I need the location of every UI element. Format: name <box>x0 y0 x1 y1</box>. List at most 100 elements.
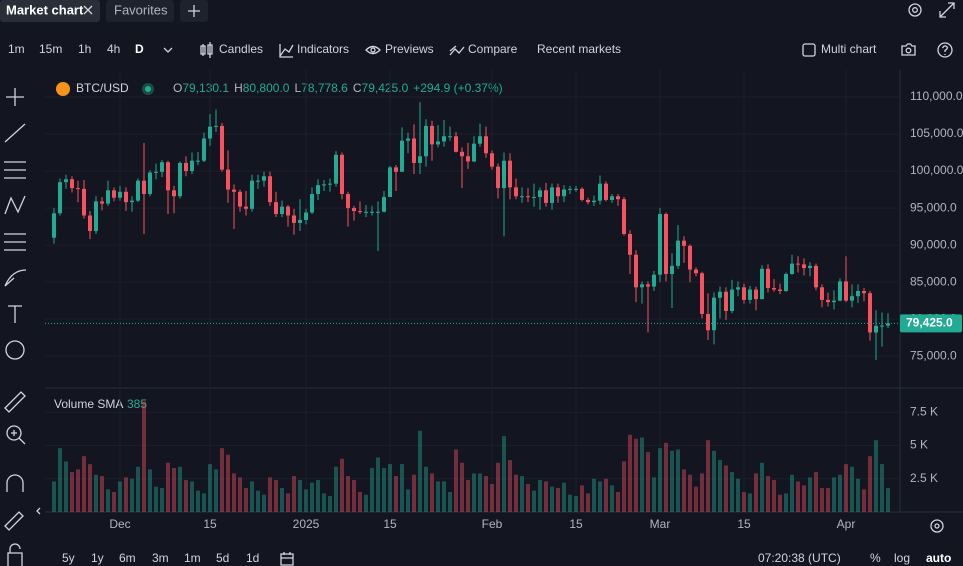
candle-body <box>820 287 824 300</box>
ruler-tool[interactable] <box>4 391 26 413</box>
range-button[interactable]: 5y <box>62 551 75 565</box>
interval[interactable]: 1m <box>8 42 25 56</box>
candle-body <box>496 166 500 189</box>
compare-icon[interactable] <box>449 45 465 56</box>
candle-body <box>292 215 296 223</box>
y-tick-label: 105,000.0 <box>910 126 963 140</box>
zoom-tool[interactable] <box>6 425 22 441</box>
candle-body <box>448 136 452 138</box>
candle-body <box>70 179 74 189</box>
tab-label[interactable]: Market chart <box>6 2 84 17</box>
pattern-tool[interactable] <box>4 195 26 215</box>
volume-bar <box>136 466 140 512</box>
candle-body <box>754 289 758 300</box>
screenshot-icon[interactable] <box>901 43 916 56</box>
magnet-tool[interactable] <box>6 474 24 492</box>
toolbar-button[interactable]: Indicators <box>297 42 349 56</box>
candle-body <box>364 211 368 213</box>
volume-bar <box>664 442 668 512</box>
add-tab-icon[interactable] <box>188 5 200 17</box>
range-button[interactable]: 1d <box>246 551 259 565</box>
interval[interactable]: 4h <box>107 42 120 56</box>
candle-body <box>112 190 116 198</box>
candle-body <box>370 211 374 213</box>
y-tick-label: 100,000.0 <box>910 163 963 177</box>
range-button[interactable]: 6m <box>119 551 136 565</box>
volume-bar <box>526 484 530 512</box>
brush-tool[interactable] <box>4 269 27 287</box>
candle-body <box>856 291 860 297</box>
toolbar-button[interactable]: Recent markets <box>537 42 621 56</box>
volume-bar <box>112 492 116 512</box>
candle-body <box>130 200 134 203</box>
candle-body <box>466 156 470 162</box>
range-button[interactable]: 5d <box>216 551 229 565</box>
x-tick-label: Feb <box>482 517 503 531</box>
volume-bar <box>382 468 386 512</box>
candle-body <box>394 167 398 172</box>
range-button[interactable]: 1y <box>91 551 104 565</box>
close-tab-icon[interactable] <box>83 5 93 15</box>
auto-toggle[interactable]: auto <box>926 551 951 565</box>
candle-body <box>880 325 884 327</box>
volume-bar <box>838 474 842 512</box>
interval-active[interactable]: D <box>135 42 144 56</box>
volume-bar <box>262 494 266 512</box>
toolbar-button[interactable]: Previews <box>385 42 434 56</box>
tab[interactable] <box>106 0 174 22</box>
toolbar-button[interactable]: Multi chart <box>821 42 877 56</box>
lock-tool[interactable] <box>7 543 23 566</box>
volume-bar <box>190 481 194 512</box>
candle-body <box>382 196 386 212</box>
indicators-icon[interactable] <box>279 44 294 58</box>
goto-date-icon[interactable] <box>280 552 294 566</box>
fib-tool[interactable] <box>4 161 26 179</box>
help-icon[interactable] <box>937 42 953 58</box>
candle-body <box>874 325 878 333</box>
chart-settings-icon[interactable] <box>930 519 944 533</box>
volume-bar <box>814 472 818 512</box>
volume-bar <box>622 461 626 512</box>
settings-icon[interactable] <box>908 3 922 17</box>
text-tool[interactable] <box>8 305 22 323</box>
volume-bar <box>160 488 164 512</box>
candle-body <box>208 126 212 139</box>
candle-body <box>796 263 800 265</box>
tab-label[interactable]: Favorites <box>114 2 168 17</box>
toolbar-button[interactable]: Candles <box>219 42 263 56</box>
interval-dropdown[interactable] <box>163 47 173 53</box>
volume-bar <box>562 482 566 512</box>
tab-active[interactable] <box>0 0 100 22</box>
emoji-tool[interactable] <box>5 340 25 360</box>
previews-icon[interactable] <box>365 45 381 55</box>
crosshair-tool[interactable] <box>6 88 24 106</box>
volume-bar <box>472 473 476 512</box>
collapse-toolbar-icon[interactable] <box>36 507 41 515</box>
candles-icon[interactable] <box>200 42 213 58</box>
toolbar-button[interactable]: Compare <box>468 42 518 56</box>
candle-body <box>76 188 80 190</box>
candle-body <box>730 289 734 311</box>
prediction-tool[interactable] <box>4 233 26 251</box>
trend-line-tool[interactable] <box>4 123 26 143</box>
candle-body <box>712 297 716 331</box>
log-toggle[interactable]: log <box>894 551 910 565</box>
volume-bar <box>154 486 158 512</box>
interval[interactable]: 15m <box>39 42 62 56</box>
candle-body <box>574 188 578 190</box>
volume-bar <box>442 481 446 512</box>
volume-bar <box>172 468 176 512</box>
volume-bar <box>598 481 602 512</box>
volume-tick-label: 5 K <box>910 438 928 452</box>
candle-body <box>646 284 650 287</box>
multi-chart-checkbox[interactable] <box>802 43 816 57</box>
candle-body <box>328 183 332 185</box>
percent-toggle[interactable]: % <box>870 551 881 565</box>
lock-drawing-tool[interactable] <box>4 511 24 531</box>
interval[interactable]: 1h <box>78 42 91 56</box>
range-button[interactable]: 3m <box>152 551 169 565</box>
range-button[interactable]: 1m <box>184 551 201 565</box>
fullscreen-icon[interactable] <box>939 2 955 18</box>
volume-bar <box>748 493 752 512</box>
volume-bar <box>460 462 464 512</box>
